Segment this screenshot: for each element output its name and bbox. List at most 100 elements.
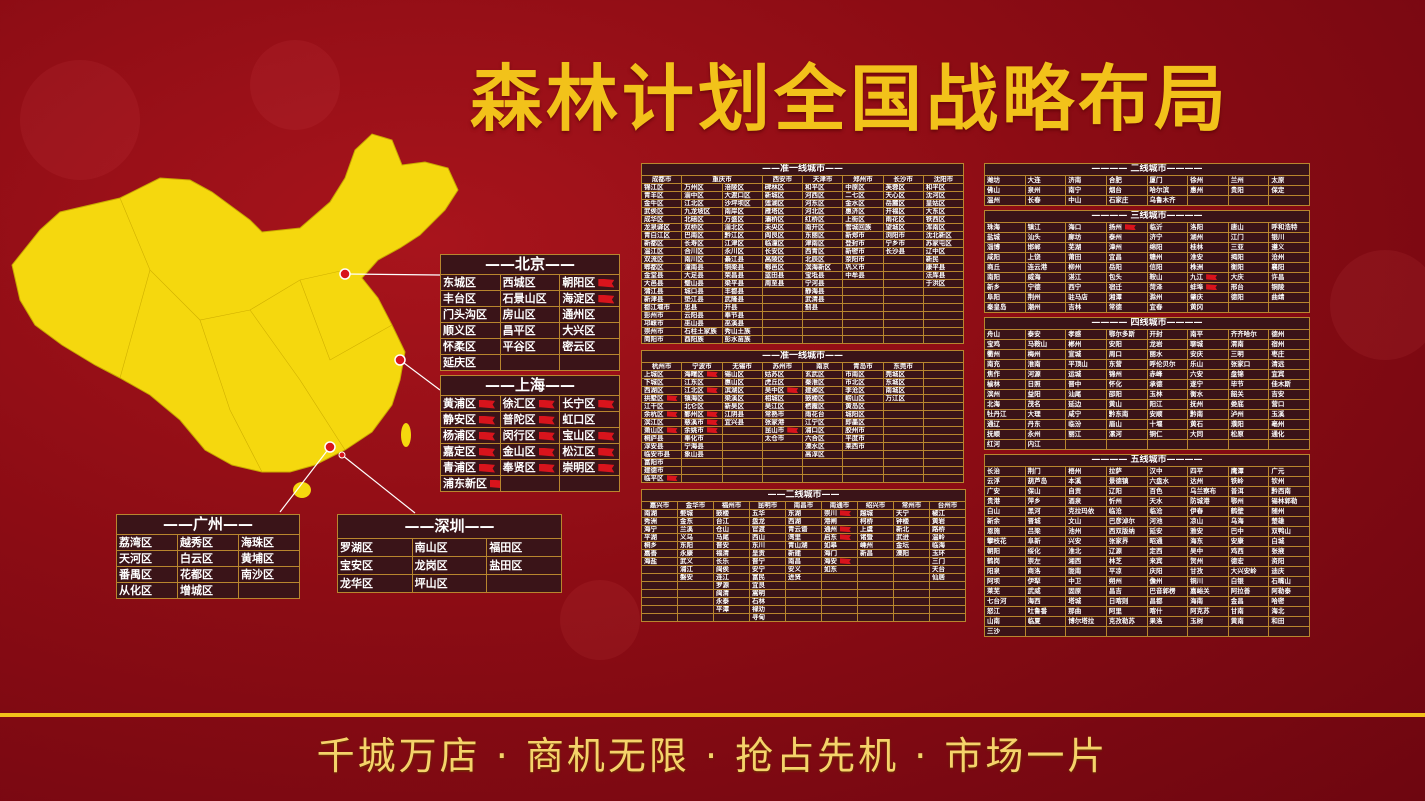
district-cell: 仙居: [929, 573, 966, 582]
district-cell: [677, 589, 714, 598]
district-cell: [1065, 439, 1107, 450]
district-cell: 新昌: [857, 549, 894, 558]
connector-lines: [279, 273, 441, 514]
district-name: 荔湾区: [119, 536, 152, 549]
district-name: 北辰区: [805, 255, 825, 264]
district-cell: 石嘴山: [1268, 576, 1310, 587]
district-name: 河东区: [805, 199, 825, 208]
district-cell: 巴彦淖尔: [1105, 516, 1148, 527]
table-title-row: ———— 二线城市————: [984, 163, 1310, 176]
district-name: 乌鲁木齐: [1149, 196, 1176, 205]
district-cell: 中原区: [842, 183, 884, 192]
district-cell: 龙岗区: [411, 556, 488, 575]
district-cell: 马尾: [713, 533, 750, 542]
table-row: 宝安区 龙岗区 盐田区: [337, 556, 562, 575]
table-title-text: ——深圳——: [404, 517, 495, 535]
district-name: 金堂县: [644, 271, 664, 280]
district-cell: 南昌: [785, 557, 822, 566]
table-row: 静安区 普陀区 虹口区: [440, 411, 620, 428]
district-name: 康平县: [925, 263, 946, 272]
district-cell: 桐庐县: [640, 434, 683, 443]
district-name: 海淀区: [562, 292, 596, 305]
district-cell: [238, 582, 300, 599]
district-name: 清远: [1271, 360, 1285, 369]
district-cell: [882, 319, 924, 328]
district-cell: 渝中区: [681, 191, 723, 200]
district-cell: [882, 311, 924, 320]
district-name: 义乌: [680, 533, 693, 542]
table-row: 焦作 河源 运城 锦州 赤峰 六安 盘锦 宜宾: [984, 369, 1310, 380]
district-name: 西湖区: [644, 386, 664, 395]
table-row: 衢州 梅州 宣城 周口 丽水 安庆 三明 枣庄: [984, 349, 1310, 360]
district-name: 丹东: [1027, 420, 1041, 429]
district-name: 门头沟区: [443, 308, 487, 321]
district-name: 长乐: [716, 557, 729, 566]
table-row: 淳安县 宁海县 溧水区 莱西市: [640, 442, 965, 451]
district-cell: 西双版纳: [1105, 526, 1148, 537]
district-name: 中山: [1068, 196, 1082, 205]
table-row: 南湖 婺城 鼓楼 五华 东湖 崇川 越城 天宁 椒江: [641, 509, 966, 518]
table-row: 舟山 泰安 孝感 鄂尔多斯 开封 南平 齐齐哈尔 德州: [984, 329, 1310, 340]
district-cell: 黄岩: [929, 517, 966, 526]
district-name: 辽阳: [1108, 487, 1122, 496]
district-name: 楚雄: [1271, 517, 1285, 526]
district-cell: 浦东新区: [440, 475, 501, 492]
district-cell: 绵阳: [1146, 242, 1189, 253]
district-cell: [857, 565, 894, 574]
district-name: 黄冈: [1190, 303, 1204, 312]
district-name: 綦江县: [724, 255, 745, 264]
district-name: 衡水: [1190, 390, 1204, 399]
district-name: 法库县: [925, 271, 946, 280]
district-cell: 汉中: [1146, 466, 1189, 477]
district-cell: 浦口区: [801, 426, 844, 435]
header-row: 嘉兴市 金华市 福州市 昆明市 南昌市 南通市 绍兴市 常州市 台州市: [641, 501, 966, 510]
district-name: 三亚: [1230, 243, 1244, 252]
district-cell: 启东: [821, 533, 858, 542]
table-row: 通辽 丹东 临汾 眉山 十堰 黄石 濮阳 亳州: [984, 419, 1310, 430]
district-name: 和平区: [805, 183, 825, 192]
district-name: 伊犁: [1027, 577, 1041, 586]
district-name: 津南区: [805, 239, 825, 248]
red-flag-icon: [538, 447, 555, 457]
district-cell: 梧州: [1065, 466, 1107, 477]
district-cell: 昌都: [1146, 596, 1189, 607]
district-cell: [893, 589, 930, 598]
district-name: 济宁: [1149, 233, 1163, 242]
district-name: 衢州: [987, 350, 1000, 359]
district-name: 崇左: [1027, 557, 1041, 566]
district-name: 玉林: [1149, 390, 1163, 399]
district-cell: 菏泽: [1146, 282, 1189, 293]
district-cell: [922, 474, 965, 483]
district-cell: [842, 295, 884, 304]
table-row: 鹤岗 崇左 湘西 林芝 来宾 贺州 德宏 资阳: [984, 556, 1310, 567]
district-name: 牡丹江: [987, 410, 1007, 419]
district-cell: 大东区: [922, 207, 965, 216]
district-cell: 新乡: [984, 282, 1026, 293]
column-header: 绍兴市: [857, 501, 894, 510]
district-cell: 运城: [1065, 369, 1107, 380]
district-name: 宜良: [752, 581, 765, 590]
district-name: 和田: [1271, 617, 1285, 626]
table-title: ——准一线城市——: [641, 163, 964, 176]
district-cell: 日喀则: [1105, 596, 1148, 607]
district-name: 鹰潭: [1230, 467, 1244, 476]
district-cell: 吴中: [1187, 546, 1229, 557]
table-row: 平潭 禄劝: [641, 605, 966, 614]
district-cell: 阿勒泰: [1268, 586, 1310, 597]
district-name: 万江区: [885, 394, 906, 403]
district-cell: 汕尾: [1065, 389, 1107, 400]
district-name: 呼伦贝尔: [1149, 360, 1176, 369]
bokeh-light: [1330, 250, 1425, 360]
district-name: 未央区: [764, 223, 785, 232]
district-cell: 潮州: [1024, 302, 1067, 313]
district-name: 广元: [1271, 467, 1285, 476]
district-name: 温州: [987, 196, 1000, 205]
district-name: 虎丘区: [764, 378, 785, 387]
district-cell: 郴州: [1065, 339, 1107, 350]
district-cell: 淮安: [1187, 252, 1229, 263]
district-cell: 江津区: [721, 239, 763, 248]
district-name: 新民: [925, 255, 939, 264]
district-name: 合川区: [684, 247, 704, 256]
district-name: 南阳: [987, 273, 1000, 282]
district-name: 宝安区: [340, 559, 373, 572]
